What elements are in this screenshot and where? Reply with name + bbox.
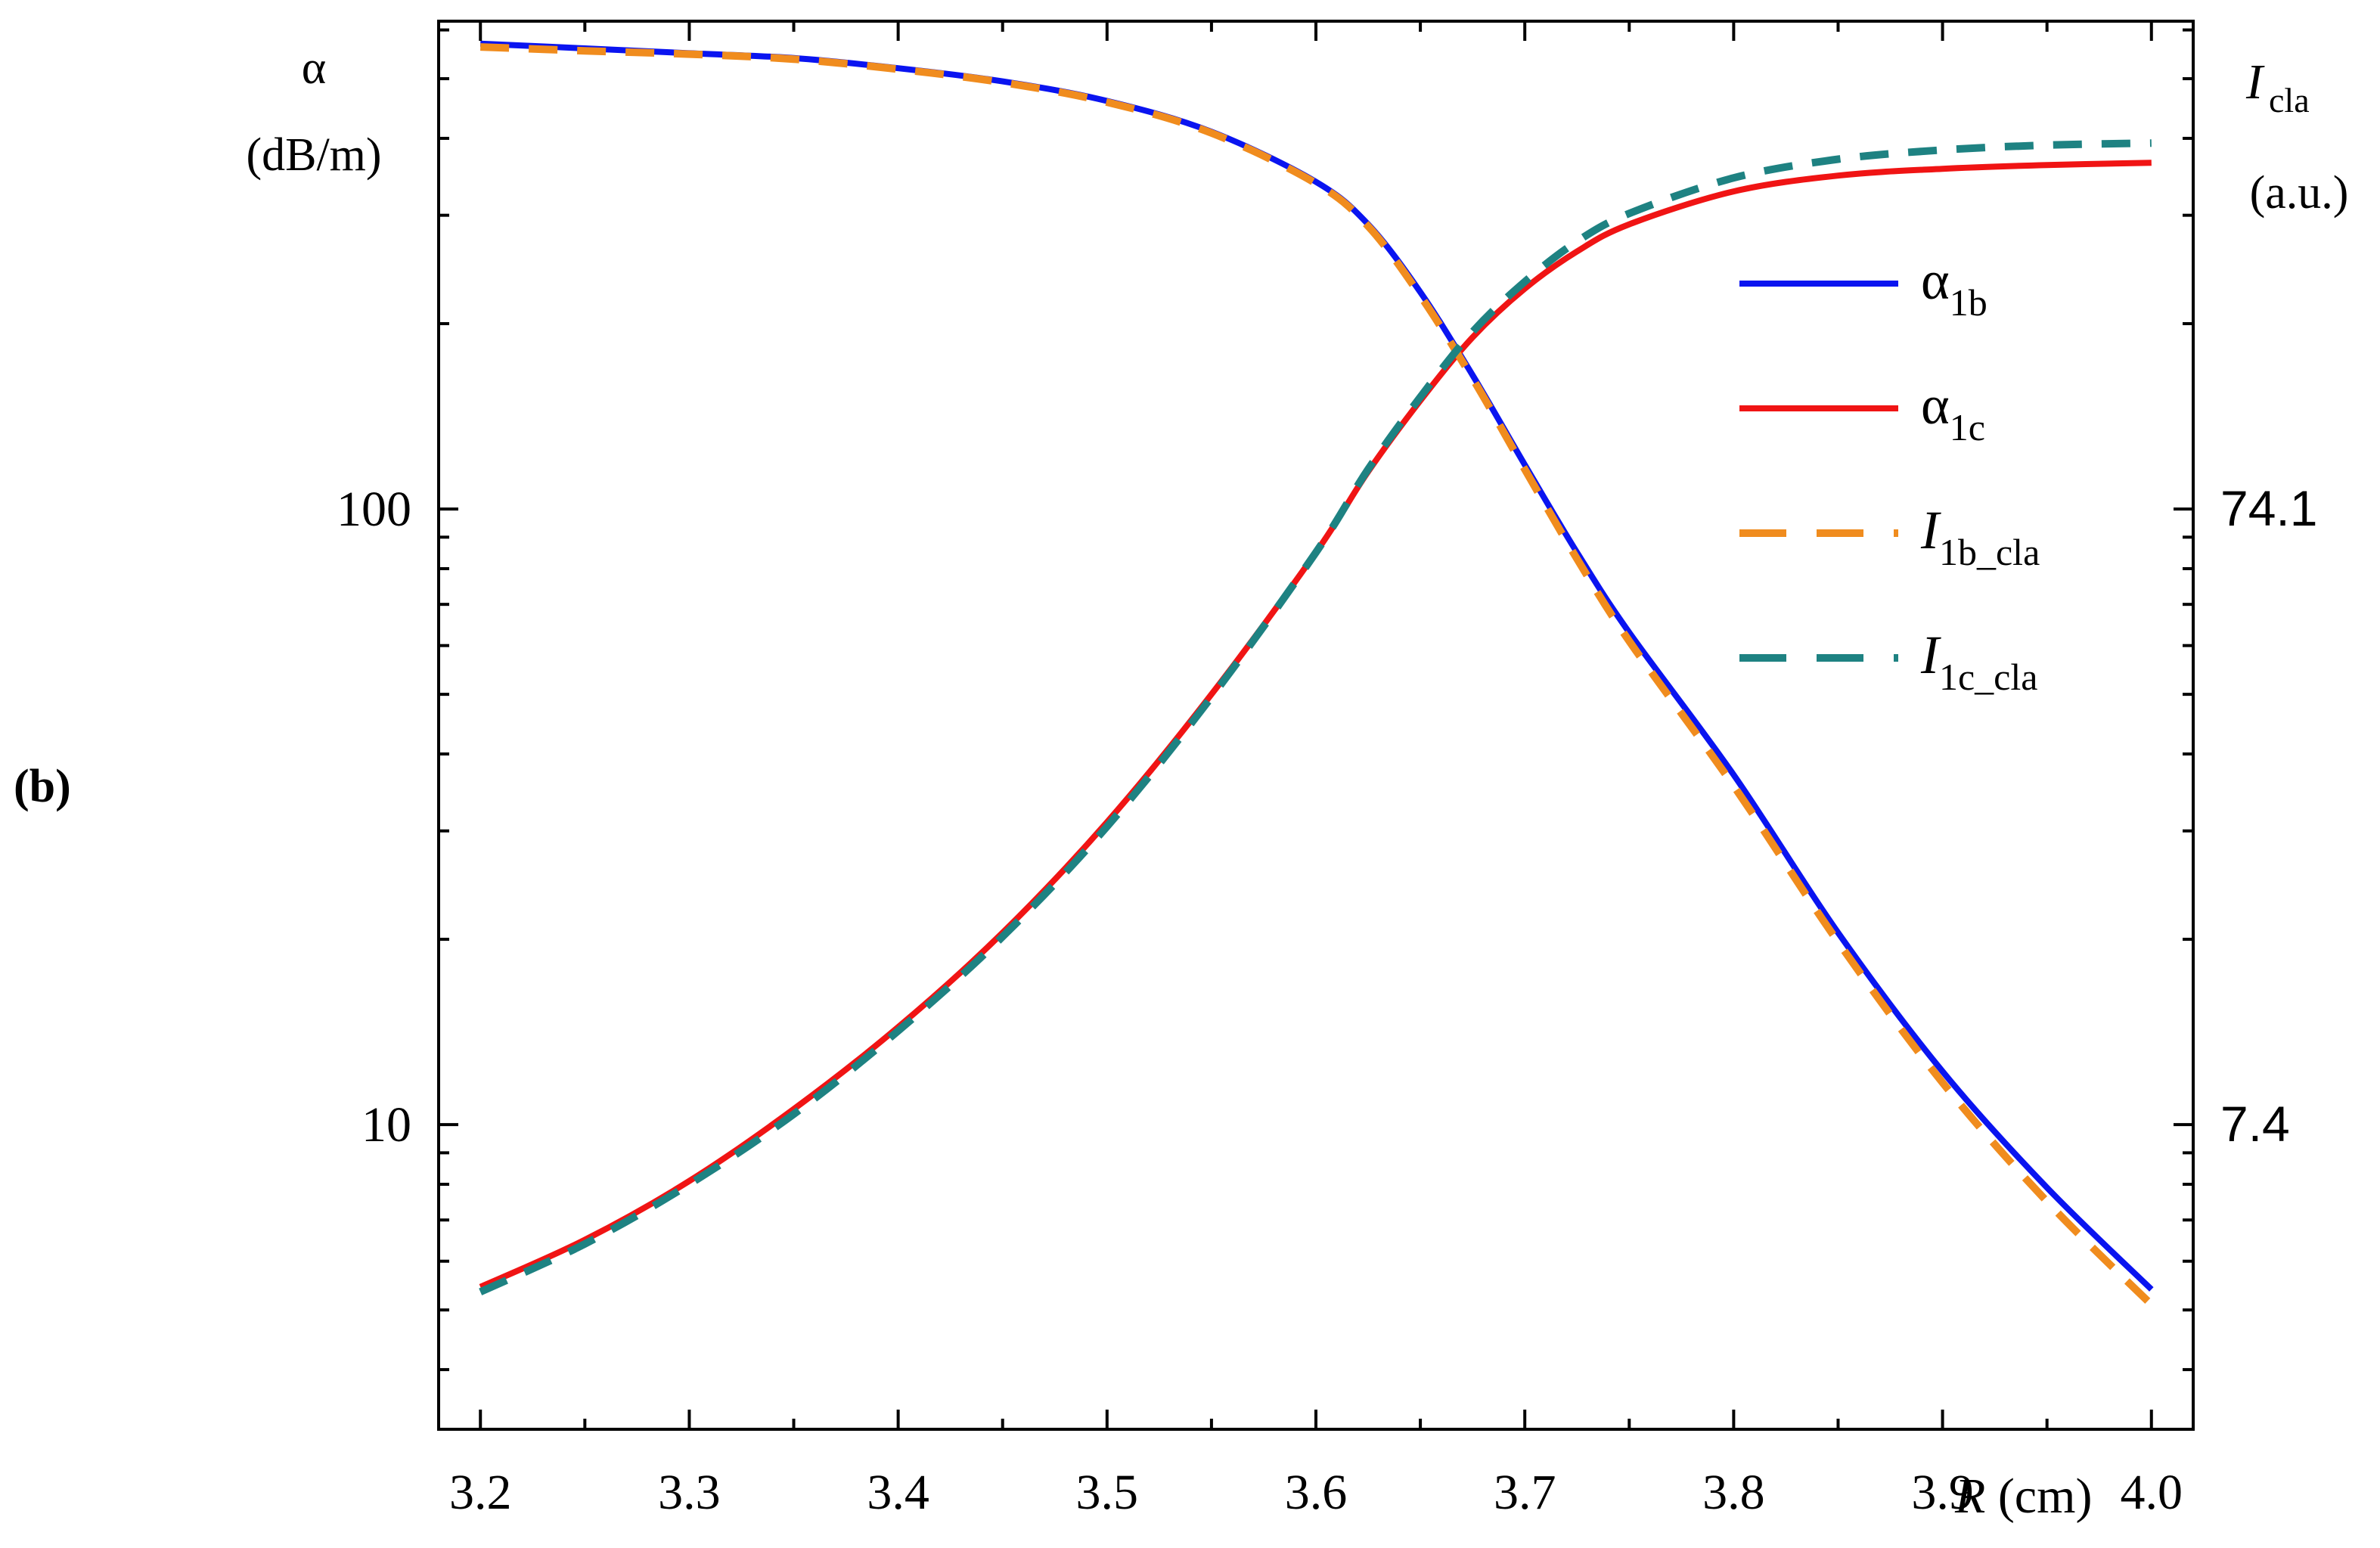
right-axis-title-symbol: I [2245,54,2265,110]
x-tick-label: 3.4 [867,1465,929,1520]
y-ticks-left: 10 100 [337,28,458,1372]
legend-label: α1b [1921,250,1987,324]
x-tick-label: 3.5 [1076,1465,1139,1520]
legend-label-base: α [1921,375,1950,436]
x-tick-label: 3.8 [1702,1465,1765,1520]
legend-label-base: I [1920,625,1941,685]
legend-label-subscript: 1c_cla [1939,656,2037,698]
right-axis-title-unit: (a.u.) [2250,167,2349,219]
x-tick-label: 3.7 [1494,1465,1556,1520]
plot-frame [437,20,2195,1431]
x-tick-label: 4.0 [2121,1465,2183,1520]
x-tick-label: 3.2 [449,1465,512,1520]
x-axis-title-variable: R [1954,1469,1985,1524]
series-line-I1b_cla [480,43,2155,1308]
right-axis-title-main: I [2245,54,2265,110]
legend-label-subscript: 1b [1950,281,1987,324]
series-line-α1b [480,40,2154,1292]
y-left-tick-label: 100 [337,482,411,537]
y-ticks-right: 7.4 74.1 [2174,28,2317,1372]
right-axis-title-subscript: cla [2269,81,2310,119]
legend-label-subscript: 1b_cla [1939,531,2040,573]
x-tick-label: 3.6 [1285,1465,1348,1520]
legend-label: α1c [1921,375,1985,448]
y-left-tick-label: 10 [361,1097,411,1152]
x-axis-title: R (cm) [1954,1469,2092,1524]
legend-label-subscript: 1c [1950,406,1985,448]
legend-label: I1b_cla [1920,500,2040,573]
legend-label: I1c_cla [1920,625,2037,698]
x-tick-label: 3.9 [1911,1465,1974,1520]
x-axis-title-unit: (cm) [1985,1469,2092,1524]
y-right-tick-label: 74.1 [2220,480,2317,536]
left-axis-title-unit: (dB/m) [246,129,381,181]
legend-label-base: α [1921,250,1950,311]
series-line-α1c [479,160,2152,1290]
series-line-I1c_cla [479,139,2152,1295]
x-ticks: 3.2 3.3 3.4 3.5 3.6 3.7 3.8 3.9 4.0 [449,21,2183,1520]
panel-label: (b) [14,761,71,812]
left-axis-title-symbol: α [302,42,326,94]
x-tick-label: 3.3 [658,1465,721,1520]
curves [479,40,2155,1308]
legend-label-base: I [1920,500,1941,560]
y-right-tick-label: 7.4 [2220,1096,2290,1152]
